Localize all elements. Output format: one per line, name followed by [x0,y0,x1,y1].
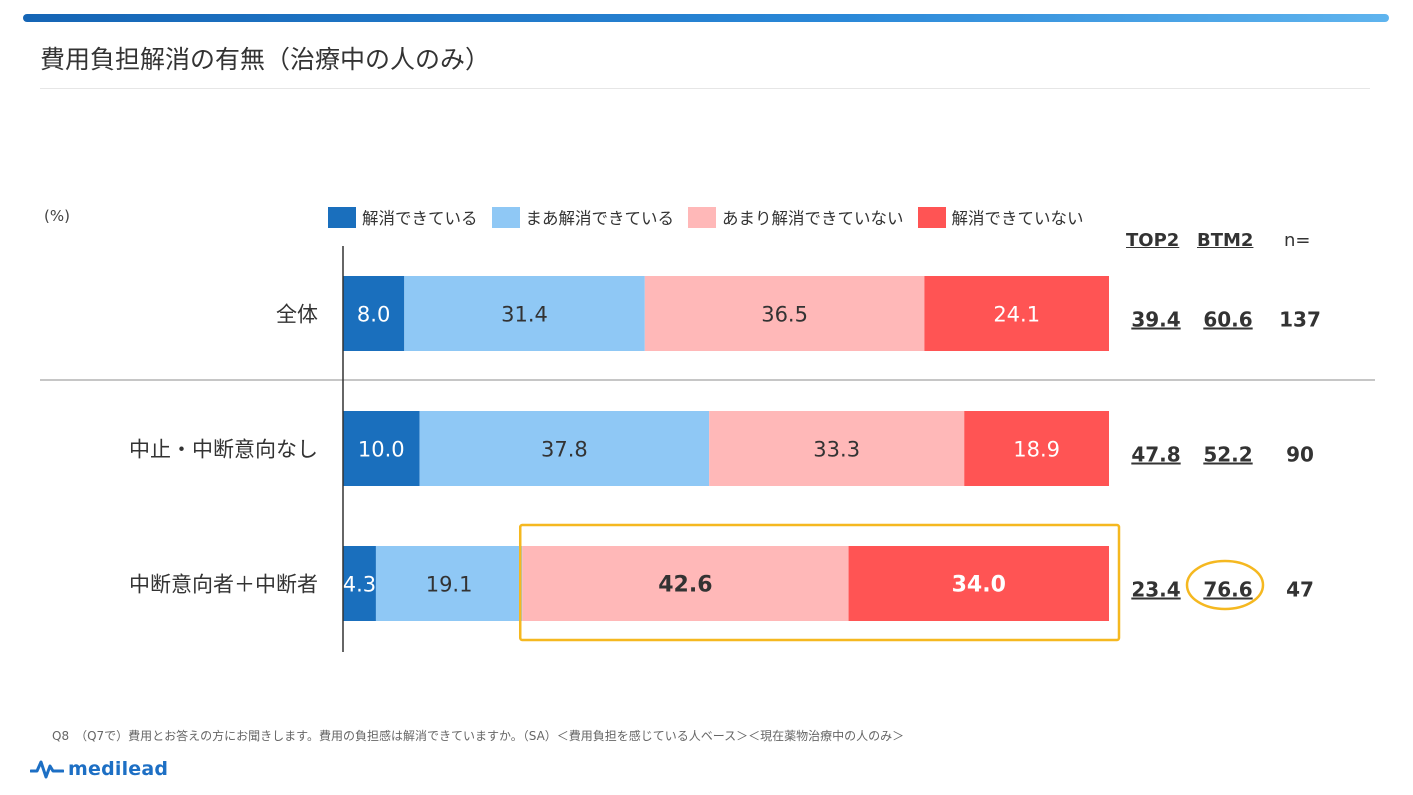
legend-item-mostly-unsolved: あまり解消できていない [688,205,904,229]
highlight-box [518,523,1121,642]
top-accent-bar [23,14,1389,22]
category-label: 全体 [276,303,318,327]
unit-label: (%) [44,207,70,225]
bar-segment [924,276,1109,351]
logo-text: medilead [68,758,169,780]
category-label: 中断意向者＋中断者 [129,573,318,597]
data-label: 33.3 [813,438,860,462]
bar-segment [644,276,925,351]
bar-segment [848,546,1109,621]
data-label: 4.3 [343,573,376,597]
n-value: 90 [1286,443,1314,467]
data-label: 18.9 [1013,438,1060,462]
bar-segment [404,276,645,351]
data-label: 42.6 [658,573,712,598]
legend-label: まあ解消できている [525,209,675,228]
legend-swatch [491,206,520,228]
btm2-value: 52.2 [1203,443,1252,467]
data-label: 37.8 [541,438,588,462]
legend-item-solved: 解消できている [328,205,478,229]
legend-swatch [328,206,356,228]
data-label: 8.0 [357,303,390,327]
page-title: 費用負担解消の有無（治療中の人のみ） [40,45,491,74]
legend-label: 解消できている [362,209,478,228]
pulse-wave-icon [30,760,64,779]
legend-label: 解消できていない [951,209,1084,228]
n-value: 137 [1279,308,1321,332]
bar-segment [375,546,523,621]
legend-swatch [917,206,946,228]
highlight-circle [1185,559,1265,611]
bar-segment [419,411,710,486]
bar-segment [964,411,1109,486]
top2-header: TOP2 [1126,230,1180,251]
btm2-header: BTM2 [1197,230,1254,251]
legend-item-unsolved: 解消できていない [917,205,1084,229]
bar-segment [522,546,849,621]
question-footnote: Q8 （Q7で）費用とお答えの方にお聞きします。費用の負担感は解消できていますか… [52,729,905,743]
data-label: 10.0 [358,438,405,462]
data-label: 34.0 [952,573,1006,598]
top2-value: 23.4 [1131,578,1180,602]
bar-segment [709,411,965,486]
bar-segment [343,276,405,351]
btm2-value: 76.6 [1203,578,1252,602]
legend-label: あまり解消できていない [722,209,904,228]
data-label: 19.1 [426,573,473,597]
data-label: 31.4 [501,303,548,327]
top2-value: 39.4 [1131,308,1180,332]
btm2-value: 60.6 [1203,308,1252,332]
bar-segment [343,411,420,486]
brand-logo: medilead [30,758,168,780]
n-value: 47 [1286,578,1314,602]
bar-segment [343,546,376,621]
title-divider [40,88,1370,89]
legend-swatch [688,206,716,228]
top2-value: 47.8 [1131,443,1180,467]
legend-item-mostly-solved: まあ解消できている [491,205,675,229]
category-label: 中止・中断意向なし [129,438,318,462]
data-label: 36.5 [761,303,808,327]
data-label: 24.1 [993,303,1040,327]
n-header: n= [1284,230,1311,251]
chart-legend: 解消できている まあ解消できている あまり解消できていない 解消できていない [328,205,1084,229]
